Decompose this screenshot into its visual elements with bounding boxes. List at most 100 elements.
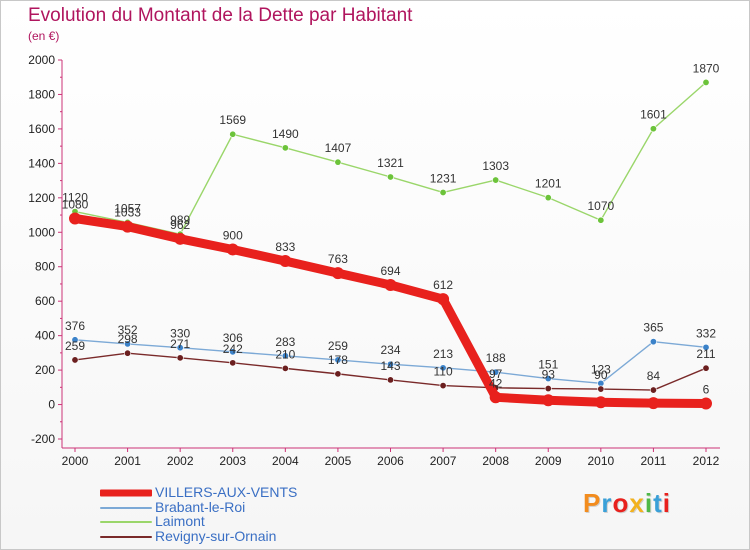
data-label: 242 [223,342,243,356]
data-label: 283 [275,335,295,349]
data-point [544,385,552,393]
legend-item-revigny: Revigny-sur-Ornain [100,527,400,545]
legend-item-laimont: Laimont [100,513,400,530]
data-point [229,130,237,138]
x-tick-label: 2005 [325,454,352,468]
x-tick-label: 2012 [693,454,720,468]
data-point [437,293,450,306]
data-label: 143 [380,359,400,373]
x-tick-label: 2004 [272,454,299,468]
data-label: 306 [223,331,243,345]
data-point [439,188,447,196]
data-label: 42 [489,376,503,390]
legend: VILLERS-AUX-VENTS Brabant-le-Roi Laimont… [100,484,400,545]
data-point [334,370,342,378]
x-tick-label: 2008 [482,454,509,468]
data-point [386,360,394,368]
data-point [229,348,237,356]
data-label: 330 [170,327,190,341]
data-point [279,255,292,268]
data-label: 213 [433,347,453,361]
data-point [594,396,607,409]
data-label: 365 [643,321,663,335]
data-point [439,382,447,390]
data-label: 332 [696,326,716,340]
logo-letter: i [644,488,654,518]
data-label: 6 [703,383,710,397]
data-label: 151 [538,358,558,372]
legend-label-brabant: Brabant-le-Roi [155,498,246,515]
data-point [702,343,710,351]
data-point [647,397,660,410]
proxiti-logo[interactable]: Proxiti [583,488,671,519]
data-label: 123 [591,362,611,376]
data-label: 1569 [219,113,246,127]
y-tick-label: 1800 [28,87,55,101]
x-tick-label: 2007 [430,454,457,468]
x-tick-label: 2010 [587,454,614,468]
data-point [544,375,552,383]
x-tick-label: 2006 [377,454,404,468]
data-label: 900 [223,229,243,243]
data-label: 1070 [587,199,614,213]
x-tick-label: 2002 [167,454,194,468]
data-point [176,354,184,362]
data-point [439,364,447,372]
data-point [700,397,712,410]
legend-label-villers: VILLERS-AUX-VENTS [155,484,298,500]
data-point [597,385,605,393]
data-point [702,78,710,86]
data-point [281,364,289,372]
data-label: 1080 [62,197,89,211]
data-label: 1490 [272,127,299,141]
logo-letter: P [583,488,602,518]
y-tick-label: 1400 [28,156,55,170]
legend-item-villers: VILLERS-AUX-VENTS [100,484,400,501]
data-label: 1407 [325,141,352,155]
data-point [331,267,344,280]
y-tick-label: 1000 [28,225,55,239]
logo-letter: x [629,488,645,518]
legend-label-revigny: Revigny-sur-Ornain [155,527,277,544]
data-point [124,340,132,348]
legend-swatch-brabant [100,506,152,509]
legend-item-brabant: Brabant-le-Roi [100,498,400,516]
chart-title: Evolution du Montant de la Dette par Hab… [28,5,413,26]
y-tick-label: 1200 [28,191,55,205]
data-label: 833 [275,240,295,254]
data-label: 1231 [430,171,457,185]
data-label: 97 [489,367,503,381]
data-label: 1120 [62,191,88,205]
data-label: 210 [275,347,295,361]
data-label: 1601 [640,108,667,122]
data-point [281,352,289,360]
data-point [597,216,605,224]
data-point [489,391,502,404]
data-label: 259 [328,339,348,353]
data-point [229,359,237,367]
data-label: 211 [696,347,715,361]
data-point [121,220,134,233]
y-tick-label: 200 [35,363,55,377]
data-point [544,194,552,202]
x-tick-label: 2009 [535,454,562,468]
x-tick-label: 2000 [62,454,89,468]
x-tick-label: 2003 [219,454,246,468]
data-point [281,144,289,152]
data-point [174,232,187,245]
data-point [334,158,342,166]
y-tick-label: 0 [48,398,55,412]
legend-swatch-laimont [100,521,152,524]
logo-letter: t [653,488,663,518]
data-point [71,356,79,364]
data-point [124,349,132,357]
data-point [334,356,342,364]
x-tick-label: 2011 [641,454,667,468]
data-label: 612 [433,278,453,292]
data-label: 352 [118,323,138,337]
data-point [386,376,394,384]
data-label: 1057 [114,201,141,215]
data-label: 110 [434,365,453,379]
data-label: 234 [380,343,400,357]
